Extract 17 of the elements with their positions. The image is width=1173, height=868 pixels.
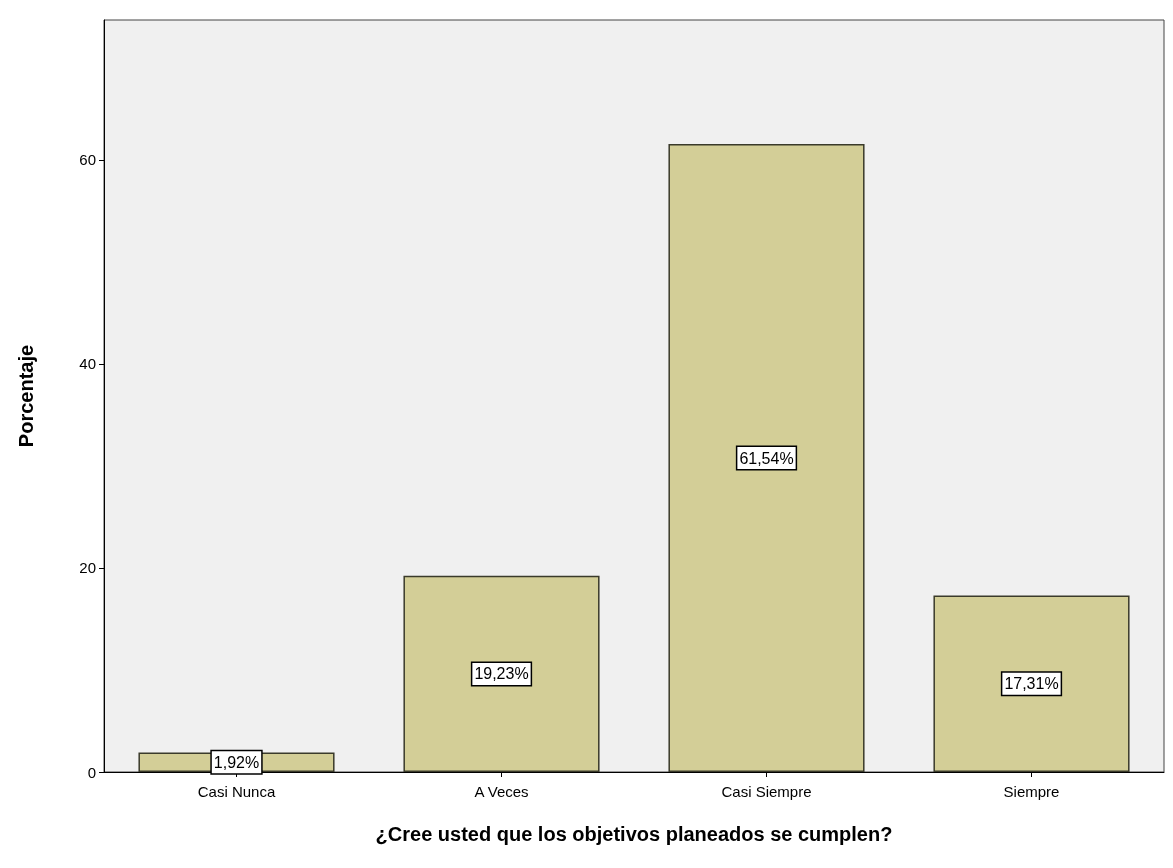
bar (933, 595, 1130, 772)
bar (403, 575, 600, 772)
y-axis-title: Porcentaje (15, 344, 37, 448)
y-tick-label: 60 (79, 151, 96, 169)
data-label: 1,92% (213, 753, 260, 771)
y-tick-label: 40 (79, 355, 96, 373)
x-tick-label: Siempre (1003, 783, 1060, 800)
x-tick-label: A Veces (474, 783, 529, 800)
bar (668, 144, 865, 772)
data-label: 19,23% (474, 665, 529, 683)
x-tick-label: Casi Nunca (197, 783, 276, 800)
data-label: 61,54% (739, 449, 794, 467)
x-axis-title: ¿Cree usted que los objetivos planeados se cumplen? (375, 823, 893, 845)
y-tick-label: 20 (79, 559, 96, 577)
x-tick-label: Casi Siempre (721, 783, 812, 800)
y-tick-label: 0 (87, 763, 96, 781)
data-label: 17,31% (1004, 675, 1059, 693)
